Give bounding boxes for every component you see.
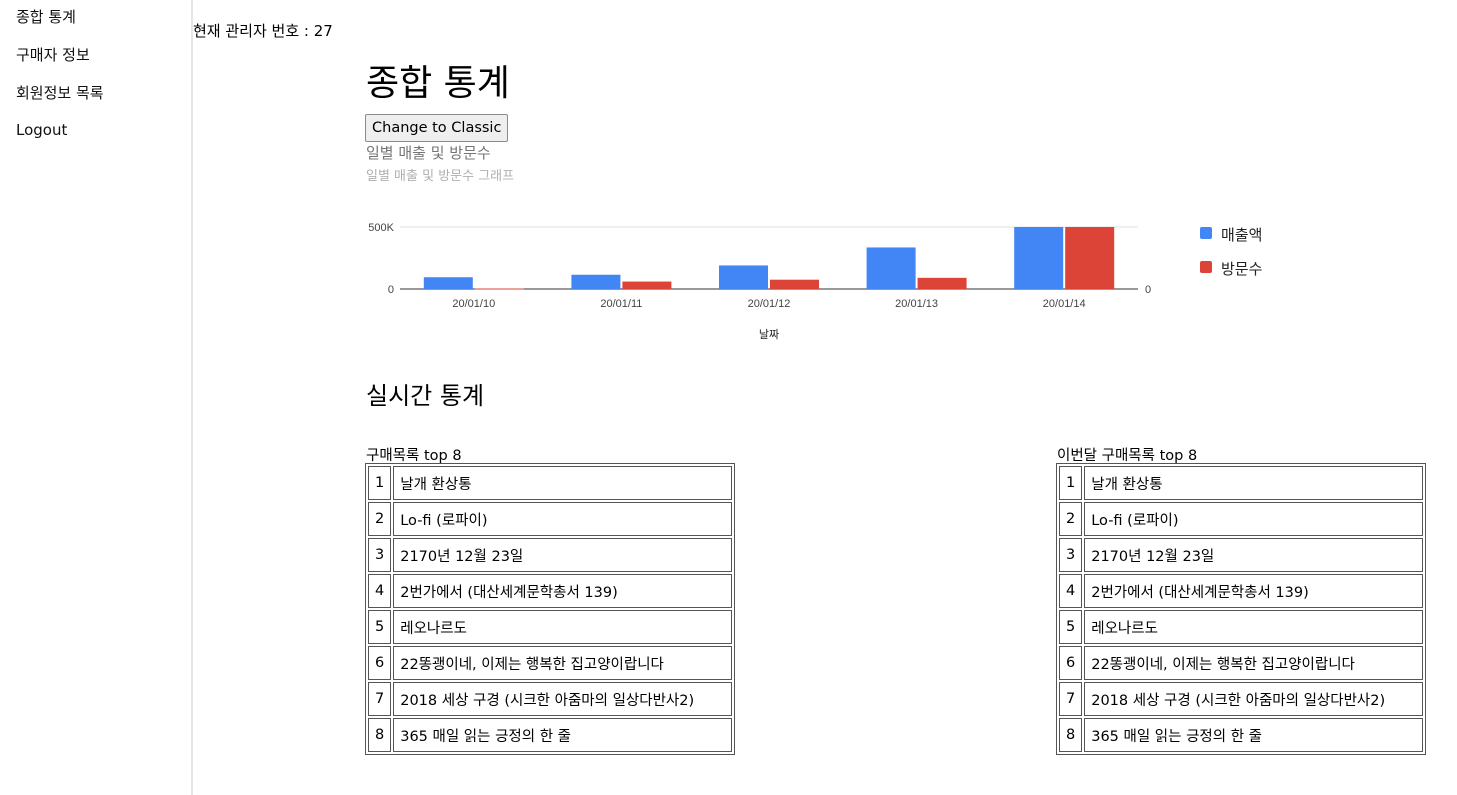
table-row: 6 22똥괭이네, 이제는 행복한 집고양이랍니다 [368,646,732,680]
rank-cell: 4 [1059,574,1083,608]
title-cell: 2170년 12월 23일 [393,538,732,572]
legend-label: 방문수 [1221,261,1262,278]
sidebar-item-logout[interactable]: Logout [16,121,68,139]
table-row: 7 2018 세상 구경 (시크한 아줌마의 일상다반사2) [1059,682,1423,716]
title-cell: 365 매일 읽는 긍정의 한 줄 [1084,718,1423,752]
rank-cell: 1 [1059,466,1083,500]
bar-방문수 [770,279,819,289]
sidebar-item-member-list[interactable]: 회원정보 목록 [16,84,104,102]
bar-매출액 [866,247,916,289]
table-row: 5 레오나르도 [368,610,732,644]
admin-number-text: 현재 관리자 번호 : 27 [193,22,333,40]
table-row: 7 2018 세상 구경 (시크한 아줌마의 일상다반사2) [368,682,732,716]
rank-cell: 3 [1059,538,1083,572]
x-axis-label: 날짜 [759,328,779,341]
legend-swatch-매출액 [1200,227,1212,239]
rank-cell: 5 [368,610,392,644]
x-tick-label: 20/01/13 [895,298,938,310]
rank-cell: 7 [1059,682,1083,716]
top8-table: 1 날개 환상통 2 Lo-fi (로파이) 3 2170년 12월 23일 4 2번가… [365,463,735,755]
table-row: 3 2170년 12월 23일 [368,538,732,572]
table-row: 4 2번가에서 (대산세계문학총서 139) [1059,574,1423,608]
bar-방문수 [474,288,524,290]
title-cell: Lo-fi (로파이) [1084,502,1423,536]
rank-cell: 1 [368,466,392,500]
title-cell: 2번가에서 (대산세계문학총서 139) [1084,574,1423,608]
x-tick-label: 20/01/12 [748,298,791,310]
bar-방문수 [917,277,967,289]
table-row: 3 2170년 12월 23일 [1059,538,1423,572]
title-cell: Lo-fi (로파이) [393,502,732,536]
sidebar: 종합 통계 구매자 정보 회원정보 목록 Logout [0,0,193,795]
title-cell: 날개 환상통 [393,466,732,500]
rank-cell: 5 [1059,610,1083,644]
right-axis-tick-label: 0 [1145,284,1151,296]
bar-방문수 [622,281,672,289]
title-cell: 레오나르도 [393,610,732,644]
title-cell: 22똥괭이네, 이제는 행복한 집고양이랍니다 [1084,646,1423,680]
monthly-top8-caption: 이번달 구매목록 top 8 [1057,448,1198,464]
bar-매출액 [423,277,473,289]
sidebar-item-overall-stats[interactable]: 종합 통계 [16,8,76,26]
x-tick-label: 20/01/10 [452,298,495,310]
title-cell: 2번가에서 (대산세계문학총서 139) [393,574,732,608]
bar-매출액 [571,274,621,289]
page-title: 종합 통계 [366,63,510,104]
title-cell: 22똥괭이네, 이제는 행복한 집고양이랍니다 [393,646,732,680]
rank-cell: 6 [1059,646,1083,680]
rank-cell: 4 [368,574,392,608]
title-cell: 2018 세상 구경 (시크한 아줌마의 일상다반사2) [393,682,732,716]
left-axis-tick-label: 500K [368,222,394,234]
rank-cell: 2 [368,502,392,536]
title-cell: 2170년 12월 23일 [1084,538,1423,572]
rank-cell: 8 [1059,718,1083,752]
rank-cell: 2 [1059,502,1083,536]
table-row: 1 날개 환상통 [1059,466,1423,500]
title-cell: 레오나르도 [1084,610,1423,644]
bar-매출액 [719,265,768,289]
bar-방문수 [1065,227,1115,289]
realtime-stats-title: 실시간 통계 [366,382,485,410]
table-row: 4 2번가에서 (대산세계문학총서 139) [368,574,732,608]
bar-매출액 [1014,227,1064,289]
table-row: 8 365 매일 읽는 긍정의 한 줄 [1059,718,1423,752]
rank-cell: 6 [368,646,392,680]
sidebar-item-buyer-info[interactable]: 구매자 정보 [16,46,90,64]
chart-title: 일별 매출 및 방문수 [366,144,491,162]
monthly-top8-table: 1 날개 환상통 2 Lo-fi (로파이) 3 2170년 12월 23일 4 2번가… [1056,463,1426,755]
table-row: 1 날개 환상통 [368,466,732,500]
x-tick-label: 20/01/14 [1043,298,1086,310]
top8-caption: 구매목록 top 8 [366,448,462,464]
sales-visits-chart: 0 500K 0 20/01/10 20/01/11 20/01/12 20/01/13 20… [368,222,1262,341]
rank-cell: 7 [368,682,392,716]
title-cell: 2018 세상 구경 (시크한 아줌마의 일상다반사2) [1084,682,1423,716]
legend-label: 매출액 [1221,227,1262,244]
table-row: 2 Lo-fi (로파이) [1059,502,1423,536]
chart-subtitle: 일별 매출 및 방문수 그래프 [366,169,515,184]
change-to-classic-button[interactable]: Change to Classic [365,114,509,142]
left-axis-tick-label: 0 [388,284,394,296]
table-row: 2 Lo-fi (로파이) [368,502,732,536]
rank-cell: 3 [368,538,392,572]
table-row: 5 레오나르도 [1059,610,1423,644]
x-tick-label: 20/01/11 [600,298,642,310]
table-row: 8 365 매일 읽는 긍정의 한 줄 [368,718,732,752]
table-row: 6 22똥괭이네, 이제는 행복한 집고양이랍니다 [1059,646,1423,680]
rank-cell: 8 [368,718,392,752]
legend-swatch-방문수 [1200,261,1212,273]
title-cell: 날개 환상통 [1084,466,1423,500]
title-cell: 365 매일 읽는 긍정의 한 줄 [393,718,732,752]
